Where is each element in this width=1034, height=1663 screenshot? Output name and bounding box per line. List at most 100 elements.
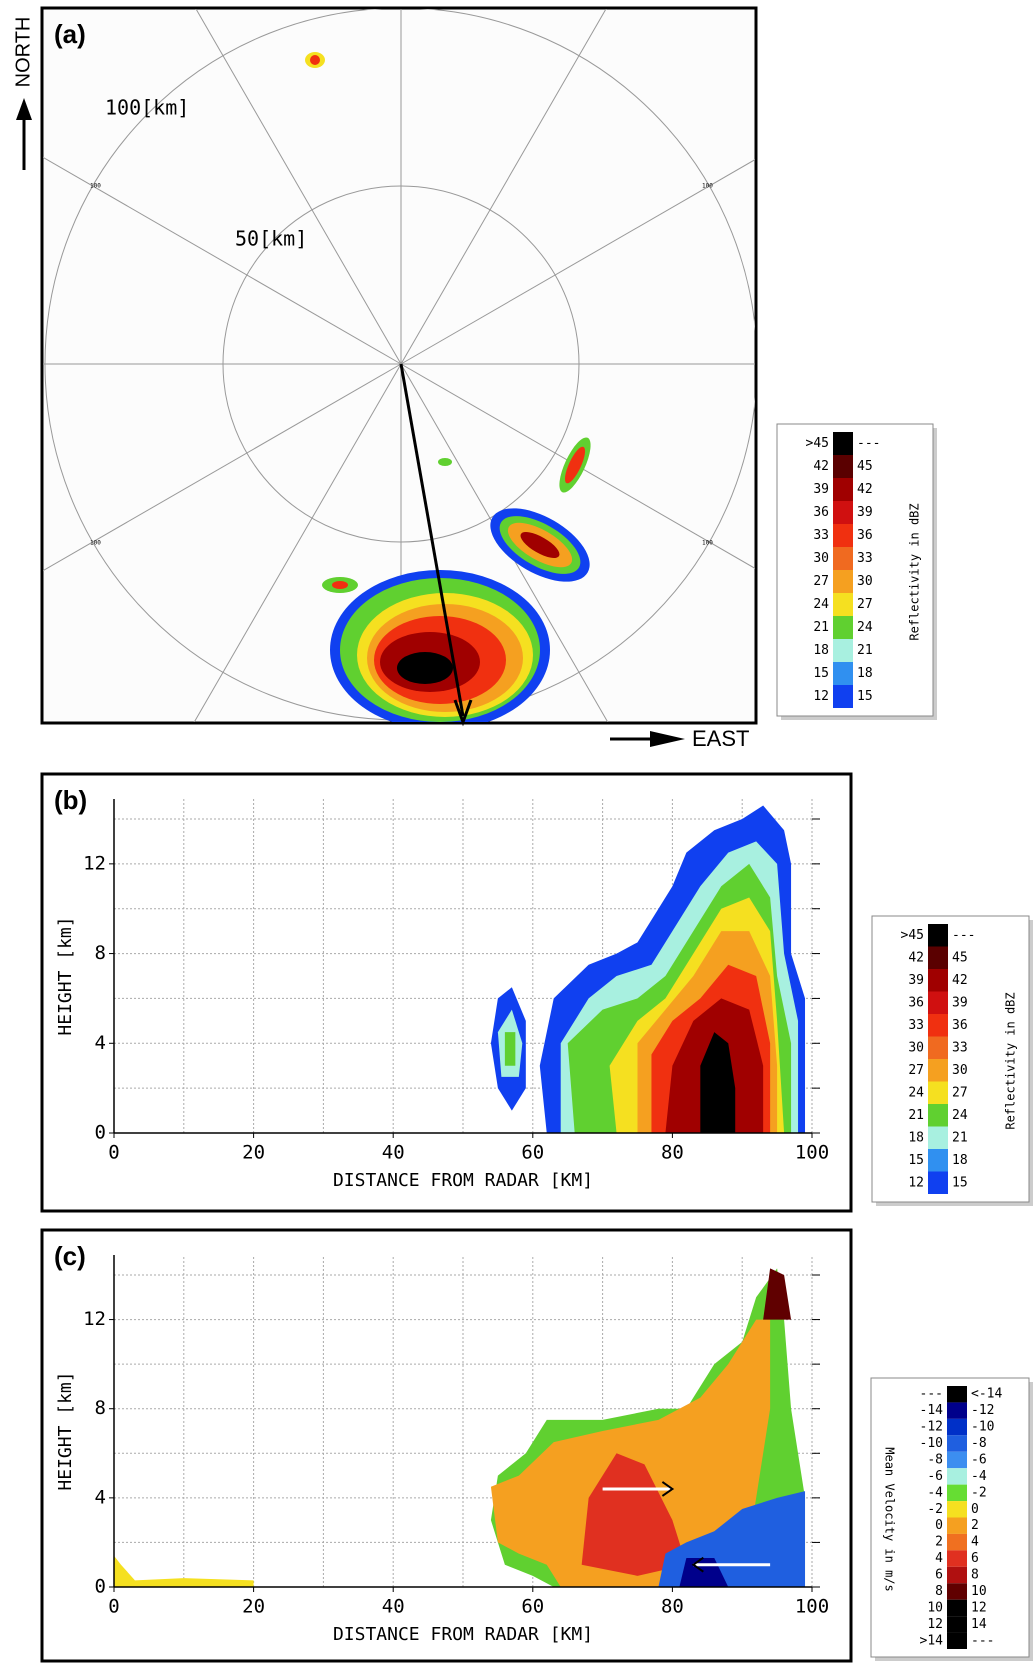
legend-label: 30 [857,574,873,589]
legend-label: 12 [971,1600,987,1615]
legend-label: >45 [901,928,924,943]
legend-label: 33 [813,528,829,543]
legend-label: 30 [952,1063,968,1078]
ring-label: 50[km] [235,227,307,251]
legend-swatch [947,1501,967,1518]
flow-arrowhead [691,1556,704,1573]
legend-swatch [947,1402,967,1419]
legend-label: 0 [935,1518,943,1533]
legend-label: 45 [857,459,873,474]
legend-label: -8 [971,1436,987,1451]
legend-swatch [833,570,853,593]
legend-label: 33 [908,1018,924,1033]
legend: >45 --- 42 45 39 42 36 39 33 36 30 33 27 30 24 27 21 24 18… [776,423,937,720]
legend-label: 39 [908,973,924,988]
y-tick-label: 0 [95,1576,106,1598]
legend-label: -4 [971,1469,987,1484]
legend-label: 45 [952,950,968,965]
legend-label: -6 [927,1469,943,1484]
x-tick-label: 0 [108,1596,119,1618]
legend-label: >14 [920,1633,944,1648]
spoke [400,9,607,365]
legend-swatch [947,1583,967,1600]
y-tick-label: 0 [95,1122,106,1144]
legend-label: -10 [920,1436,943,1451]
legend-swatch [928,1126,948,1149]
legend-swatch [928,991,948,1014]
x-axis-label: DISTANCE FROM RADAR [KM] [333,1170,593,1191]
legend-label: 30 [908,1040,924,1055]
legend-swatch [928,969,948,992]
legend-label: 39 [813,482,829,497]
echo-region [700,1032,736,1133]
ring-tick-label: 100 [702,183,713,190]
legend-swatch [947,1599,967,1617]
legend-title: Mean Velocity in m/s [883,1447,897,1592]
legend-label: 18 [908,1130,924,1145]
x-tick-label: 20 [242,1142,265,1164]
legend-label: 8 [935,1584,943,1599]
legend-swatch [833,478,853,501]
y-tick-label: 4 [95,1486,106,1508]
legend-label: -4 [927,1485,943,1500]
east-arrowhead [650,731,685,747]
legend-label: >45 [806,436,829,451]
x-tick-label: 20 [242,1596,265,1618]
legend-label: 42 [857,482,873,497]
legend-label: 18 [952,1153,968,1168]
legend-swatch [947,1435,967,1452]
legend-swatch [833,662,853,685]
legend-swatch [928,1036,948,1059]
legend-label: 15 [952,1175,968,1190]
panel-c: 0 20 40 60 80 100 0 4 8 12 DISTANCE FROM RADAR [KM… [54,1241,829,1645]
legend-swatch [928,1171,948,1194]
legend-swatch [928,1014,948,1037]
x-tick-label: 40 [382,1142,405,1164]
spoke [195,9,402,365]
legend-swatch [947,1533,967,1551]
legend-label: 15 [857,689,873,704]
legend-swatch [947,1616,967,1633]
legend-label: 27 [952,1085,968,1100]
x-tick-label: 80 [661,1596,684,1618]
legend-label: 33 [857,551,873,566]
panel-label: (c) [54,1241,86,1271]
legend-label: -12 [971,1403,994,1418]
legend-label: 42 [908,950,924,965]
legend-swatch [833,524,853,547]
legend-label: 4 [935,1551,943,1566]
legend-swatch [947,1550,967,1567]
legend-label: 39 [857,505,873,520]
x-tick-label: 60 [521,1142,544,1164]
legend-label: 24 [813,597,829,612]
spokes [43,9,755,722]
ring-tick-label: 100 [702,540,713,547]
y-tick-label: 12 [83,1308,106,1330]
east-label: EAST [692,726,749,751]
legend-swatch [928,1104,948,1127]
legend-label: 42 [813,459,829,474]
section-line [399,363,465,717]
legend-swatch [928,946,948,969]
legend-label: --- [952,928,975,943]
legend-title: Reflectivity in dBZ [908,503,922,640]
x-tick-label: 100 [795,1142,829,1164]
ring-label: 100[km] [105,96,189,120]
north-arrowhead [16,98,32,120]
echo-region [114,1555,254,1587]
echo-region [763,1268,792,1320]
x-tick-label: 60 [521,1596,544,1618]
legend-label: 42 [952,973,968,988]
legend-swatch [833,616,853,639]
panel-b: 0 20 40 60 80 100 0 4 8 12 DISTANCE FROM RADAR [KM… [54,785,829,1191]
legend-swatch [947,1386,967,1403]
legend-label: 2 [935,1535,943,1550]
legend-label: 36 [952,1018,968,1033]
legend-swatch [928,1081,948,1104]
north-label: NORTH [12,17,34,88]
y-axis-label: HEIGHT [km] [55,1371,76,1490]
legend-label: 6 [971,1551,979,1566]
legend-swatch [833,639,853,662]
